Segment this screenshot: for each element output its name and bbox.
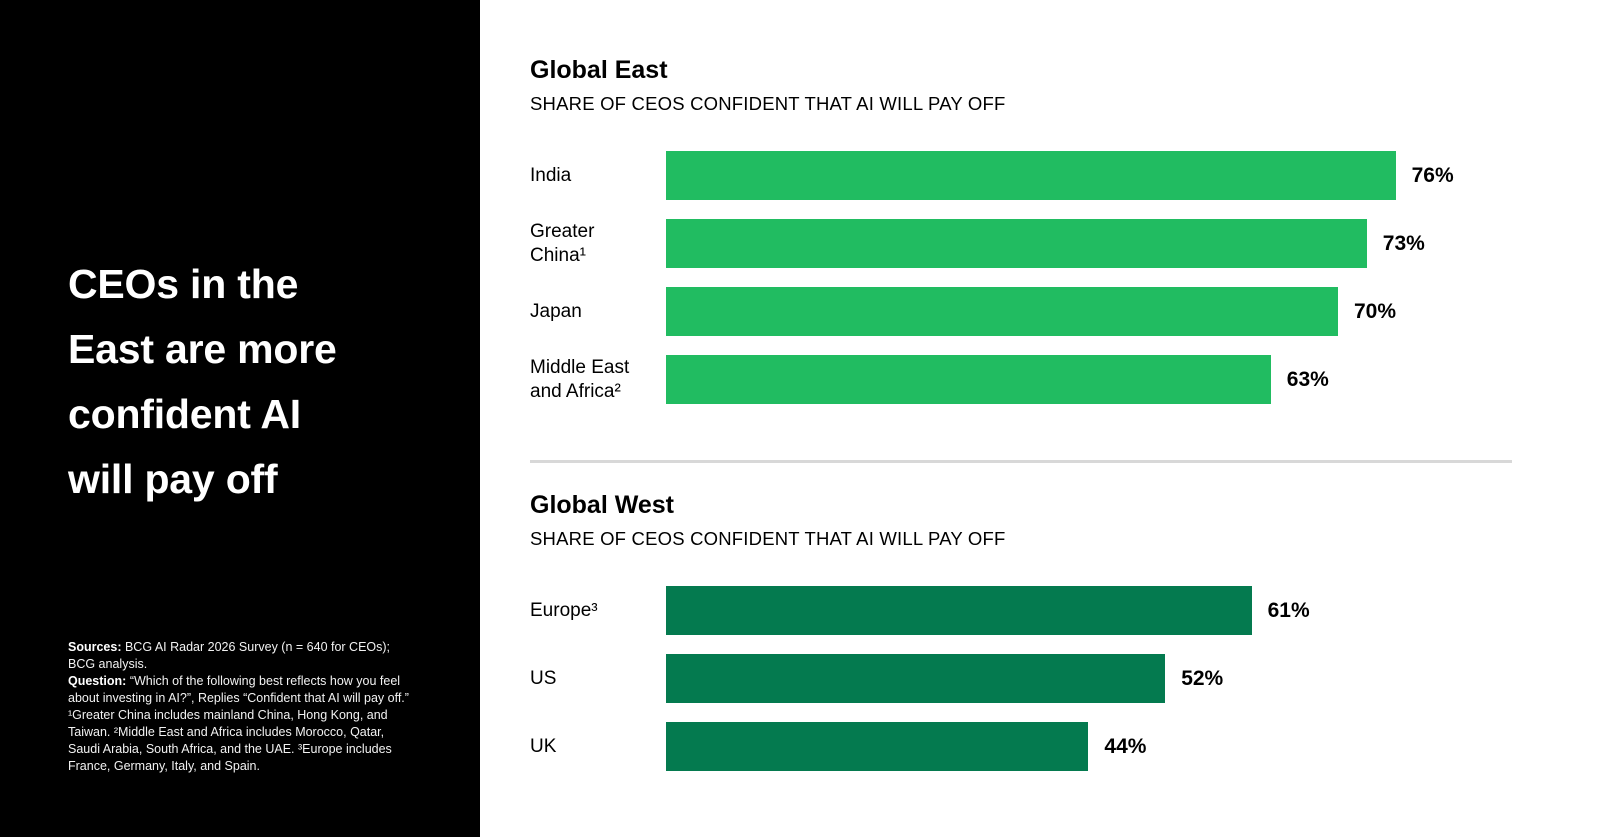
value-label: 70% bbox=[1354, 299, 1397, 323]
value-label: 63% bbox=[1286, 367, 1329, 391]
category-label: Greater China¹ bbox=[530, 220, 595, 266]
bar-rows: Europe³ 61% US 52% UK 44% bbox=[530, 586, 1512, 771]
bar-row: US 52% bbox=[530, 654, 1512, 703]
bar bbox=[666, 654, 1166, 703]
question-label: Question: bbox=[68, 674, 127, 688]
value-label: 44% bbox=[1104, 734, 1147, 758]
chart-subtitle: SHARE OF CEOS CONFIDENT THAT AI WILL PAY… bbox=[530, 93, 1006, 114]
category-label: India bbox=[530, 164, 572, 186]
bar-row: Europe³ 61% bbox=[530, 586, 1512, 635]
value-label: 61% bbox=[1267, 598, 1310, 622]
chart-title: Global West bbox=[530, 491, 675, 519]
value-label: 76% bbox=[1411, 163, 1454, 187]
category-label: Japan bbox=[530, 300, 582, 322]
bar bbox=[666, 287, 1338, 336]
bar bbox=[666, 586, 1252, 635]
bar-row: Middle East and Africa² 63% bbox=[530, 355, 1512, 404]
global-west-section: Global West SHARE OF CEOS CONFIDENT THAT… bbox=[530, 490, 1512, 771]
chart-subtitle: SHARE OF CEOS CONFIDENT THAT AI WILL PAY… bbox=[530, 528, 1006, 549]
global-east-section: Global East SHARE OF CEOS CONFIDENT THAT… bbox=[530, 55, 1512, 404]
bar bbox=[666, 722, 1089, 771]
value-label: 73% bbox=[1382, 231, 1425, 255]
left-panel: CEOs in the East are more confident AI w… bbox=[0, 0, 480, 837]
bar-row: India 76% bbox=[530, 151, 1512, 200]
bar-row: Greater China¹ 73% bbox=[530, 219, 1512, 268]
footnotes-text: ¹Greater China includes mainland China, … bbox=[68, 708, 392, 773]
question-line: Question: “Which of the following best r… bbox=[68, 673, 410, 707]
sources-line: Sources: BCG AI Radar 2026 Survey (n = 6… bbox=[68, 639, 410, 673]
bar bbox=[666, 355, 1271, 404]
bar bbox=[666, 151, 1396, 200]
sources-text: BCG AI Radar 2026 Survey (n = 640 for CE… bbox=[68, 640, 391, 671]
chart-title: Global East bbox=[530, 56, 668, 84]
bar bbox=[666, 219, 1367, 268]
category-label: US bbox=[530, 667, 557, 689]
bar-row: UK 44% bbox=[530, 722, 1512, 771]
source-note: Sources: BCG AI Radar 2026 Survey (n = 6… bbox=[68, 639, 410, 775]
category-label: UK bbox=[530, 735, 557, 757]
question-text: “Which of the following best reflects ho… bbox=[68, 674, 409, 705]
section-divider bbox=[530, 460, 1512, 463]
sources-label: Sources: bbox=[68, 640, 122, 654]
charts-area: Global East SHARE OF CEOS CONFIDENT THAT… bbox=[480, 0, 1600, 837]
category-label: Europe³ bbox=[530, 599, 598, 621]
page-title: CEOs in the East are more confident AI w… bbox=[68, 261, 337, 502]
value-label: 52% bbox=[1181, 666, 1224, 690]
bar-row: Japan 70% bbox=[530, 287, 1512, 336]
category-label: Middle East and Africa² bbox=[530, 356, 630, 402]
footnotes-line: ¹Greater China includes mainland China, … bbox=[68, 707, 410, 775]
bar-rows: India 76% Greater China¹ 73% Japan 70% Middle … bbox=[530, 151, 1512, 404]
